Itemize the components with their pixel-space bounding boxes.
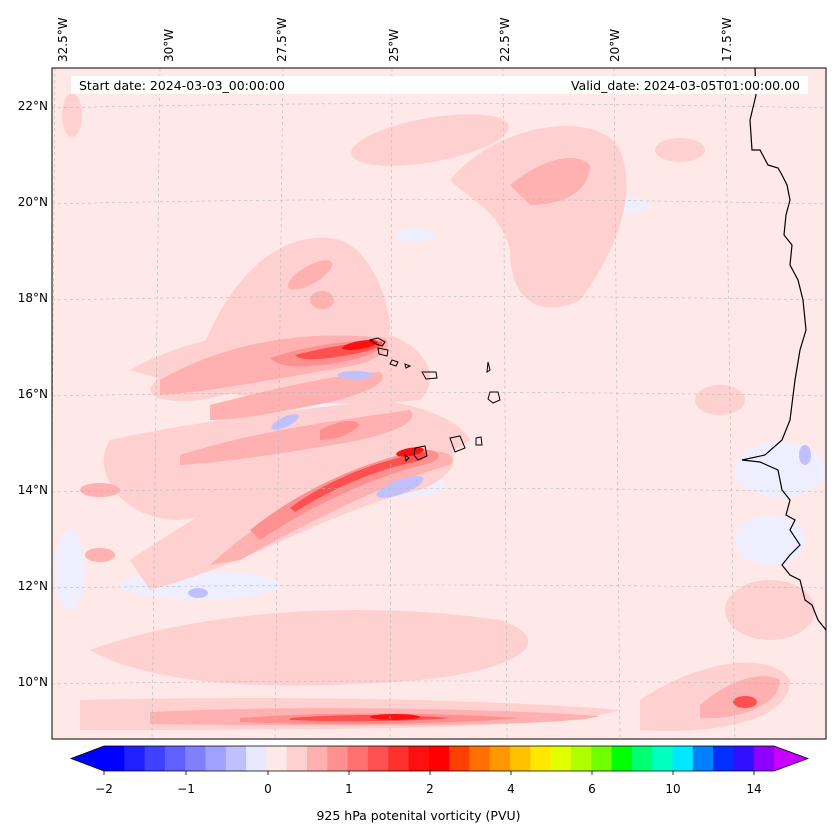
lat-label: 18°N [17, 291, 48, 305]
colorbar-swatch [510, 746, 531, 771]
colorbar-swatch [591, 746, 613, 771]
colorbar-swatch [530, 746, 552, 771]
colorbar-tick-label: 0 [264, 782, 272, 796]
colorbar-tick-label: 1 [345, 782, 353, 796]
colorbar-swatch [388, 746, 410, 771]
colorbar-extend-low [71, 746, 104, 771]
colorbar-tick-label: −2 [95, 782, 113, 796]
lon-label: 27.5°W [275, 17, 289, 62]
lon-label: 20°W [608, 28, 622, 62]
colorbar-swatch [185, 746, 207, 771]
colorbar-swatch [611, 746, 633, 771]
colorbar-swatch [428, 746, 450, 771]
colorbar-swatch [327, 746, 349, 771]
colorbar-tick-label: 2 [426, 782, 434, 796]
lat-label: 12°N [17, 579, 48, 593]
colorbar-tick-label: 10 [665, 782, 681, 796]
colorbar-swatch [266, 746, 288, 771]
lat-label: 10°N [17, 675, 48, 689]
colorbar-swatch [449, 746, 470, 771]
lon-label: 32.5°W [56, 17, 70, 62]
colorbar [69, 745, 810, 775]
colorbar-swatch [104, 746, 125, 771]
colorbar-swatch [367, 746, 389, 771]
colorbar-swatch [124, 746, 146, 771]
colorbar-tick-label: 4 [507, 782, 515, 796]
colorbar-title: 925 hPa potenital vorticity (PVU) [316, 808, 521, 823]
colorbar-swatch [205, 746, 227, 771]
colorbar-swatch [286, 746, 308, 771]
weak-negative-pv-areas [55, 197, 825, 610]
map-frame [51, 67, 827, 740]
graticule [52, 68, 826, 739]
colorbar-swatch [652, 746, 673, 771]
colorbar-swatch [692, 746, 714, 771]
colorbar-swatch [144, 746, 166, 771]
colorbar-swatch [225, 746, 247, 771]
colorbar-swatch [713, 746, 734, 771]
lat-label: 20°N [17, 195, 48, 209]
colorbar-swatch [631, 746, 653, 771]
lon-label: 25°W [387, 28, 401, 62]
lat-label: 16°N [17, 387, 48, 401]
colorbar-swatch [307, 746, 328, 771]
colorbar-swatch [550, 746, 572, 771]
africa-coastline [741, 68, 826, 631]
pv-field [52, 68, 826, 739]
lat-label: 14°N [17, 483, 48, 497]
colorbar-tick-label: 6 [588, 782, 596, 796]
negative-pv-spots [188, 371, 811, 598]
colorbar-swatch [570, 746, 592, 771]
lon-label: 17.5°W [720, 17, 734, 62]
valid-date-label: Valid_date: 2024-03-05T01:00:00.00 [570, 78, 800, 93]
colorbar-swatch [469, 746, 491, 771]
lon-label: 22.5°W [498, 17, 512, 62]
colorbar-swatch [408, 746, 430, 771]
info-box [71, 76, 808, 94]
colorbar-swatch [347, 746, 369, 771]
lat-label: 22°N [17, 99, 48, 113]
colorbar-swatch [489, 746, 511, 771]
pv-maxima [342, 339, 424, 720]
colorbar-swatch [672, 746, 694, 771]
lon-label: 30°W [162, 28, 176, 62]
colorbar-swatch [753, 746, 775, 771]
start-date-label: Start date: 2024-03-03_00:00:00 [79, 78, 285, 93]
colorbar-tick-label: −1 [177, 782, 195, 796]
colorbar-swatch [733, 746, 755, 771]
colorbar-swatch [164, 746, 186, 771]
colorbar-tick-label: 14 [746, 782, 762, 796]
colorbar-extend-high [774, 746, 808, 771]
cape-verde-islands [368, 337, 501, 463]
colorbar-swatch [246, 746, 267, 771]
